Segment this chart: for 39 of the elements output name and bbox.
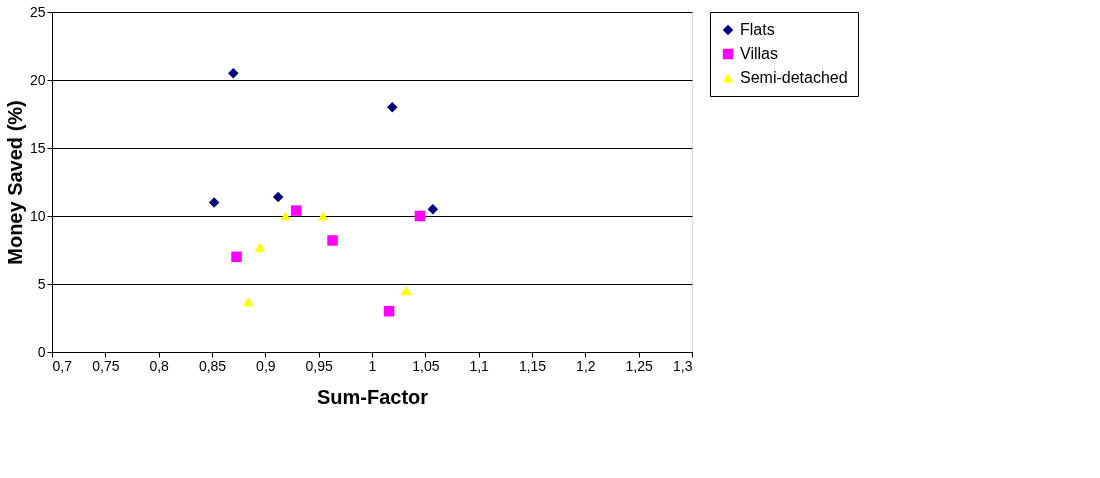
point bbox=[228, 67, 239, 79]
point bbox=[254, 242, 266, 252]
x-tick-label: 1,3 bbox=[673, 357, 693, 374]
point bbox=[383, 305, 395, 317]
x-tick-label: 0,9 bbox=[256, 357, 276, 374]
point bbox=[317, 211, 329, 221]
point bbox=[280, 211, 291, 221]
point bbox=[231, 251, 242, 263]
point bbox=[243, 297, 254, 307]
point bbox=[400, 286, 412, 296]
y-axis-title: Money Saved (%) bbox=[3, 100, 26, 265]
x-tick-label: 0,7 bbox=[52, 357, 73, 374]
legend-label: Semi-detached bbox=[740, 69, 848, 86]
legend-label: Villas bbox=[740, 45, 778, 62]
x-tick-label: 0,75 bbox=[92, 357, 120, 374]
point bbox=[291, 205, 302, 216]
x-tick-label: 1,25 bbox=[625, 357, 653, 374]
x-tick-label: 0,85 bbox=[198, 357, 227, 374]
y-tick-label: 0 bbox=[37, 343, 46, 360]
point bbox=[327, 235, 338, 246]
y-tick-label: 5 bbox=[37, 275, 46, 292]
point bbox=[387, 101, 398, 113]
x-tick-label: 1 bbox=[368, 357, 377, 374]
point bbox=[208, 197, 220, 208]
x-tick-label: 1,15 bbox=[518, 357, 547, 374]
x-tick-label: 1,05 bbox=[412, 357, 440, 374]
x-tick-label: 1,1 bbox=[469, 357, 490, 374]
point bbox=[414, 210, 426, 222]
y-tick-label: 20 bbox=[29, 71, 46, 88]
x-axis-title: Sum-Factor bbox=[316, 385, 429, 408]
point bbox=[427, 203, 439, 215]
legend-label: Flats bbox=[740, 21, 775, 38]
x-tick-label: 1,2 bbox=[576, 357, 596, 374]
point bbox=[272, 191, 284, 203]
y-tick-label: 10 bbox=[29, 207, 46, 224]
x-tick-label: 0,95 bbox=[305, 357, 333, 374]
y-tick-label: 25 bbox=[29, 3, 46, 20]
x-tick-label: 0,8 bbox=[149, 357, 170, 374]
y-tick-label: 15 bbox=[29, 139, 46, 156]
